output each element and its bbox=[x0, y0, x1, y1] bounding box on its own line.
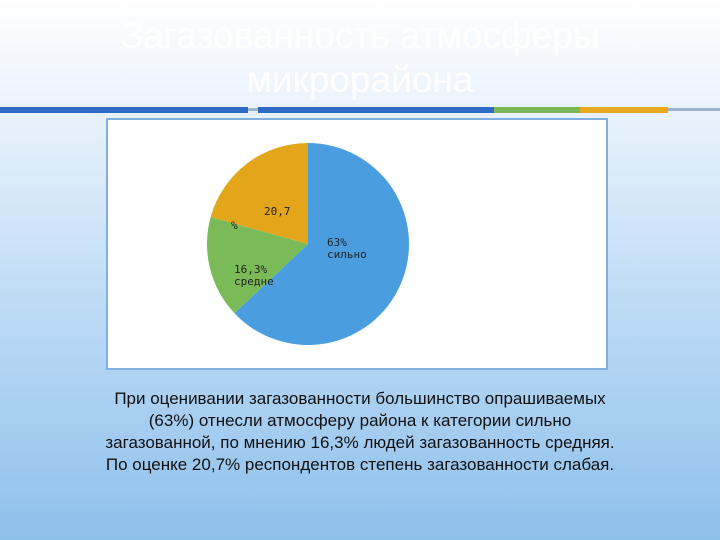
slice-label-1-line-1: 63% bbox=[327, 236, 347, 249]
pie-slice-1 bbox=[234, 143, 409, 345]
chart-frame: 63% сильно 16,3% средне 20,7% bbox=[106, 118, 608, 370]
caption: При оценивании загазованности большинств… bbox=[40, 388, 680, 476]
accent-bar-blue-2 bbox=[258, 107, 494, 113]
pie-chart: 63%сильно 16,3%средне 20,7% bbox=[207, 143, 409, 345]
slide-title-line-1: Загазованность атмосферы bbox=[120, 15, 600, 56]
accent-bar-blue-1 bbox=[0, 107, 248, 113]
slide-title: Загазованность атмосферы микрорайона bbox=[0, 14, 720, 102]
caption-line-1: При оценивании загазованности большинств… bbox=[114, 389, 606, 408]
slice-label-3-line-2: % bbox=[231, 219, 238, 232]
slide-title-line-2: микрорайона bbox=[246, 59, 474, 100]
accent-bar-green bbox=[494, 107, 580, 113]
slice-label-2-line-2: средне bbox=[234, 275, 274, 288]
pie-slice-2 bbox=[207, 217, 308, 314]
slice-label-2-line-1: 16,3% bbox=[234, 263, 267, 276]
caption-line-4: По оценке 20,7% респондентов степень заг… bbox=[105, 455, 615, 474]
slice-label-3-line-1: 20,7 bbox=[264, 205, 291, 218]
slice-label-1-line-2: сильно bbox=[327, 248, 367, 261]
pie-slice-3 bbox=[210, 143, 308, 244]
caption-line-3: загазованной, по мнению 16,3% людей зага… bbox=[105, 433, 615, 452]
accent-bar-orange bbox=[580, 107, 668, 113]
caption-line-2: (63%) отнесли атмосферу района к категор… bbox=[148, 411, 572, 430]
